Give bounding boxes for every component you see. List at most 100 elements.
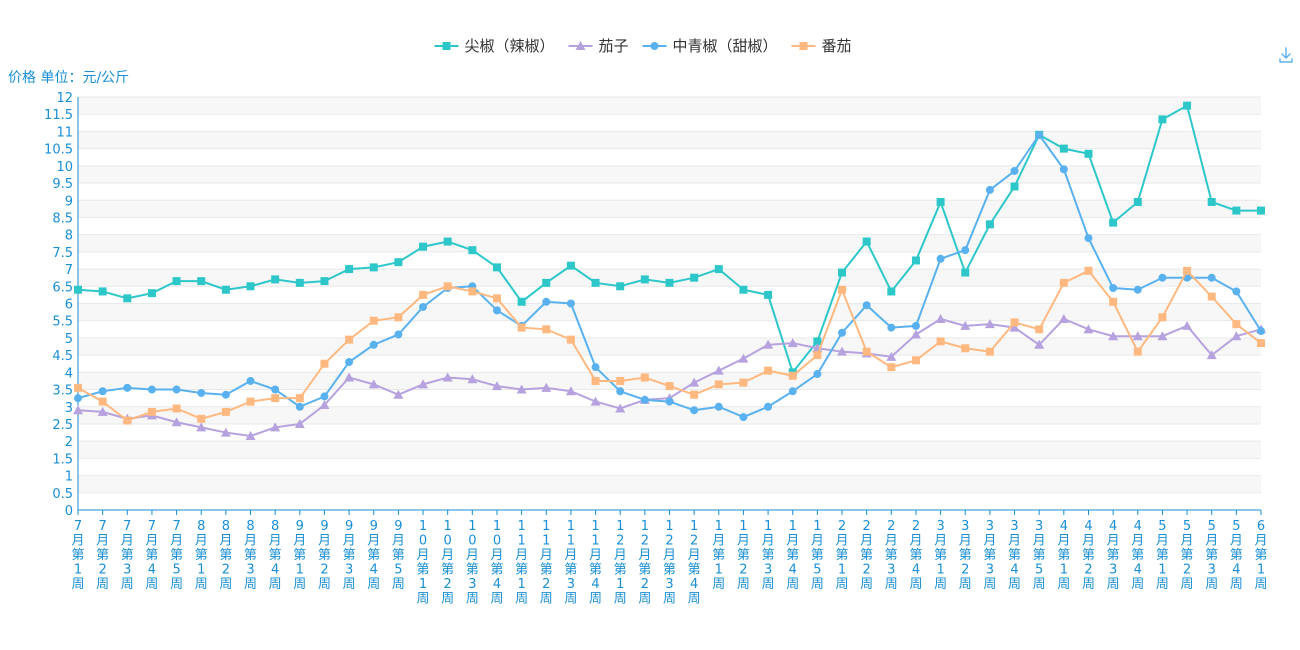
data-point [690, 273, 699, 282]
data-point [935, 313, 946, 323]
x-tick-label: 9 月第 1 周 [293, 519, 306, 592]
x-tick-label: 2 月第 3 周 [885, 519, 898, 592]
y-tick-label: 9.5 [52, 177, 73, 192]
data-point [1083, 324, 1094, 334]
data-point [419, 290, 428, 299]
y-tick-label: 3 [65, 401, 73, 416]
series [73, 101, 1266, 441]
data-point [910, 329, 921, 339]
data-point [295, 394, 304, 403]
data-point [936, 337, 945, 346]
data-point [1158, 273, 1167, 282]
data-point [295, 402, 304, 411]
data-point [788, 371, 797, 380]
x-tick-label: 8 月第 4 周 [269, 519, 282, 592]
x-tick-label: 3 月第 4 周 [1008, 519, 1021, 592]
data-point [713, 365, 724, 375]
data-point [616, 282, 625, 291]
data-point [369, 316, 378, 325]
data-point [1157, 331, 1168, 341]
grid [78, 96, 1261, 511]
data-point [345, 358, 354, 367]
x-tick-label: 1 2 月第 1 周 [614, 519, 627, 607]
y-tick-label: 1 [65, 470, 73, 485]
legend-item-0: 尖椒（辣椒） [434, 37, 555, 55]
x-tick-label: 7 月第 1 周 [71, 519, 84, 592]
grid-band [78, 441, 1261, 459]
x-tick-label: 4 月第 3 周 [1107, 519, 1120, 592]
y-tick-label: 12 [56, 91, 73, 106]
data-point [887, 323, 896, 332]
data-point [886, 351, 897, 361]
x-tick-label: 1 月第 5 周 [811, 519, 824, 592]
y-tick-label: 8 [65, 229, 73, 244]
x-tick-label: 8 月第 1 周 [195, 519, 208, 592]
data-point [491, 381, 502, 391]
download-icon[interactable] [1279, 47, 1293, 63]
x-tick-label: 4 月第 4 周 [1131, 519, 1144, 592]
data-point [813, 351, 822, 360]
data-point [123, 294, 132, 303]
data-point [714, 265, 723, 274]
x-tick-label: 5 月第 2 周 [1181, 519, 1194, 592]
y-tick-label: 11 [56, 125, 73, 140]
data-point [197, 414, 206, 423]
x-tick-label: 1 2 月第 4 周 [688, 519, 701, 607]
x-tick-label: 2 月第 4 周 [909, 519, 922, 592]
data-point [345, 265, 354, 274]
x-tick-label: 8 月第 2 周 [219, 519, 232, 592]
data-point [887, 287, 896, 296]
y-tick-label: 8.5 [52, 211, 73, 226]
data-point [590, 396, 601, 406]
data-point [1109, 218, 1118, 227]
data-point [1009, 322, 1020, 332]
data-point [270, 422, 281, 432]
data-point [123, 416, 132, 425]
y-tick-label: 0 [65, 504, 73, 519]
data-point [468, 287, 477, 296]
data-point [764, 290, 773, 299]
data-point [591, 278, 600, 287]
grid-band [78, 303, 1261, 321]
data-point [565, 386, 576, 396]
data-point [542, 325, 551, 334]
y-tick-label: 0.5 [52, 487, 73, 502]
data-point [788, 387, 797, 396]
grid-band [78, 475, 1261, 493]
data-point [936, 197, 945, 206]
data-point [764, 366, 773, 375]
data-point [936, 254, 945, 263]
data-point [764, 402, 773, 411]
legend[interactable]: 尖椒（辣椒） 茄子 中青椒（甜椒） 番茄 [434, 37, 852, 55]
data-point [739, 378, 748, 387]
data-point [591, 376, 600, 385]
grid-band [78, 165, 1261, 184]
data-point [1109, 284, 1118, 293]
data-point [419, 242, 428, 251]
data-point [172, 277, 181, 286]
x-tick-label: 9 月第 4 周 [367, 519, 380, 592]
data-point [492, 294, 501, 303]
legend-marker [799, 42, 808, 50]
y-tick-label: 10.5 [44, 143, 73, 158]
x-tick-label: 6 月第 1 周 [1254, 519, 1267, 592]
data-point [517, 323, 526, 332]
legend-item-1: 茄子 [568, 37, 629, 55]
data-point [961, 268, 970, 277]
x-tick-label: 7 月第 5 周 [170, 519, 183, 592]
data-point [985, 220, 994, 229]
x-tick-label: 7 月第 4 周 [145, 519, 158, 592]
data-point [74, 285, 82, 294]
data-point [813, 337, 822, 346]
y-tick-label: 7 [65, 263, 73, 278]
x-tick-label: 9 月第 5 周 [392, 519, 405, 592]
grid-band [78, 131, 1261, 149]
data-point [690, 406, 699, 415]
data-point [517, 297, 526, 306]
data-point [245, 431, 256, 441]
data-point [97, 406, 108, 416]
data-point [147, 385, 156, 394]
data-point [665, 278, 674, 287]
